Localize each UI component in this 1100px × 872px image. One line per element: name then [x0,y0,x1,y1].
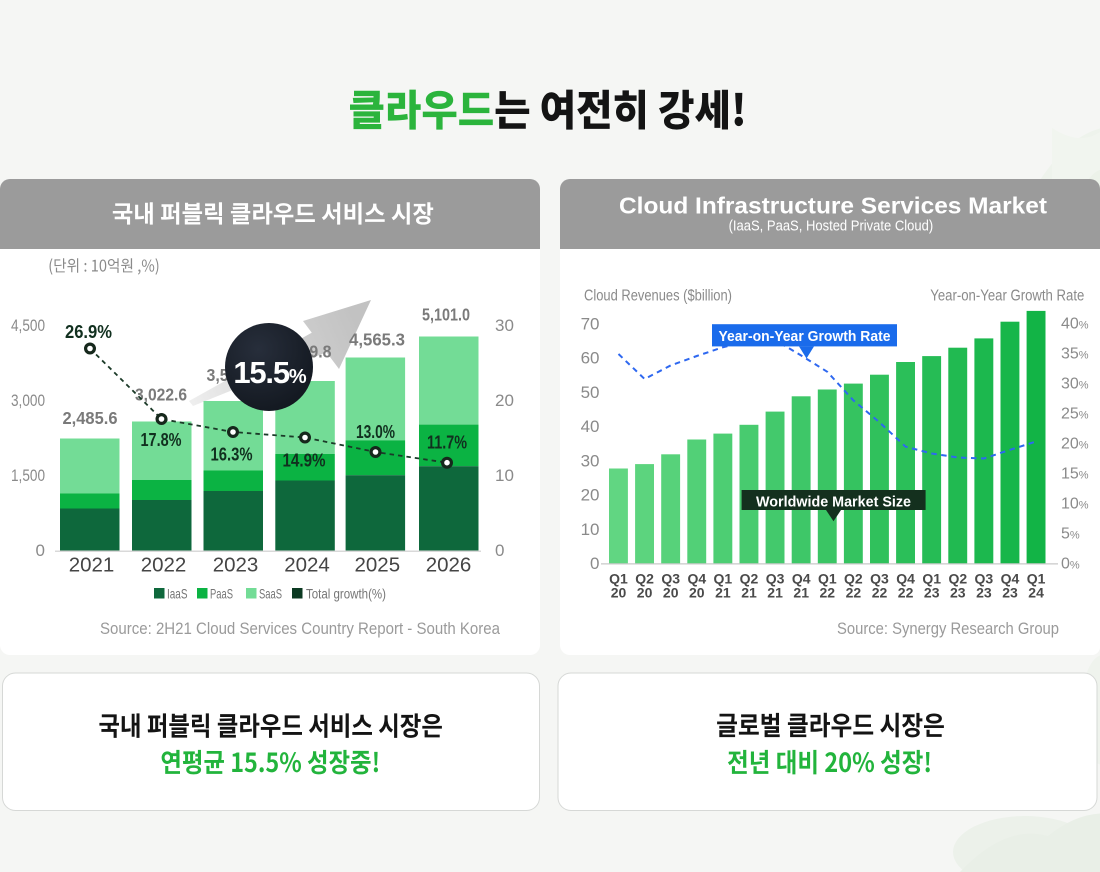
svg-text:50: 50 [581,383,600,402]
svg-text:Cloud Revenues ($billion): Cloud Revenues ($billion) [584,288,732,305]
svg-text:2026: 2026 [426,554,472,577]
svg-text:21: 21 [741,585,757,601]
svg-text:Q4: Q4 [896,570,915,586]
svg-text:Q3: Q3 [661,570,680,586]
svg-text:11.7%: 11.7% [427,433,467,453]
svg-text:0: 0 [36,541,45,560]
svg-text:20: 20 [495,391,514,410]
svg-text:26.9%: 26.9% [65,322,112,342]
svg-text:Q3: Q3 [766,570,785,586]
svg-text:Q1: Q1 [609,570,628,586]
svg-text:20: 20 [611,585,627,601]
svg-text:35%: 35% [1061,346,1089,363]
svg-text:24: 24 [1028,585,1044,601]
svg-text:2022: 2022 [141,554,187,577]
svg-text:20: 20 [663,585,679,601]
svg-text:23: 23 [950,585,966,601]
svg-text:22: 22 [820,585,836,601]
svg-text:Q2: Q2 [948,570,967,586]
svg-text:20: 20 [581,486,600,505]
svg-text:10: 10 [581,520,600,539]
svg-text:22: 22 [846,585,862,601]
svg-text:Q4: Q4 [687,570,706,586]
svg-text:Q4: Q4 [1001,570,1020,586]
svg-text:Q3: Q3 [975,570,994,586]
svg-text:Q1: Q1 [818,570,837,586]
svg-text:21: 21 [793,585,809,601]
svg-text:10%: 10% [1061,496,1089,513]
svg-text:70: 70 [581,315,600,334]
svg-text:Year-on-Year Growth Rate: Year-on-Year Growth Rate [719,328,891,345]
svg-text:SaaS: SaaS [259,586,282,602]
svg-text:40%: 40% [1061,316,1089,333]
svg-text:Q2: Q2 [844,570,863,586]
svg-text:Year-on-Year Growth Rate: Year-on-Year Growth Rate [930,288,1084,305]
svg-text:Q3: Q3 [870,570,889,586]
svg-text:4,565.3: 4,565.3 [349,330,405,350]
svg-text:13.0%: 13.0% [356,422,395,442]
svg-text:20: 20 [637,585,653,601]
svg-text:IaaS: IaaS [167,586,188,602]
svg-text:17.8%: 17.8% [141,430,182,450]
svg-text:Q1: Q1 [1027,570,1046,586]
svg-text:30: 30 [495,316,514,335]
svg-text:20: 20 [689,585,705,601]
svg-text:Q4: Q4 [792,570,811,586]
svg-text:PaaS: PaaS [210,586,233,602]
svg-text:5%: 5% [1061,526,1080,543]
svg-text:4,500: 4,500 [11,316,45,335]
svg-text:Q1: Q1 [922,570,941,586]
svg-text:60: 60 [581,349,600,368]
svg-text:23: 23 [1002,585,1018,601]
svg-text:30%: 30% [1061,376,1089,393]
svg-text:Q2: Q2 [740,570,759,586]
svg-text:21: 21 [767,585,783,601]
svg-text:2,485.6: 2,485.6 [63,408,118,428]
svg-text:3,022.6: 3,022.6 [135,385,187,405]
svg-text:Q2: Q2 [635,570,654,586]
svg-text:Q1: Q1 [714,570,733,586]
svg-text:Cloud Infrastructure Services: Cloud Infrastructure Services Market [619,193,1047,219]
svg-text:23: 23 [976,585,992,601]
svg-text:16.3%: 16.3% [211,445,253,465]
svg-text:Total growth(%): Total growth(%) [306,586,386,602]
svg-text:2025: 2025 [354,554,400,577]
svg-text:20%: 20% [1061,436,1089,453]
svg-text:0%: 0% [1061,556,1080,573]
svg-text:22: 22 [872,585,888,601]
svg-text:Worldwide Market Size: Worldwide Market Size [756,493,911,510]
svg-text:2021: 2021 [69,554,115,577]
svg-text:Source: 2H21 Cloud Services Co: Source: 2H21 Cloud Services Country Repo… [100,619,500,638]
svg-text:2024: 2024 [284,554,330,577]
svg-text:14.9%: 14.9% [283,451,326,471]
svg-text:40: 40 [581,417,600,436]
svg-text:0: 0 [590,554,599,573]
svg-text:30: 30 [581,451,600,470]
svg-text:0: 0 [495,541,504,560]
svg-text:21: 21 [715,585,731,601]
svg-text:23: 23 [924,585,940,601]
svg-text:2023: 2023 [213,554,259,577]
svg-text:25%: 25% [1061,406,1089,423]
svg-text:1,500: 1,500 [11,466,45,485]
svg-text:5,101.0: 5,101.0 [422,305,470,325]
svg-text:15%: 15% [1061,466,1089,483]
svg-text:3,000: 3,000 [11,391,45,410]
svg-text:10: 10 [495,466,514,485]
svg-text:(IaaS, PaaS, Hosted Private Cl: (IaaS, PaaS, Hosted Private Cloud) [729,219,934,235]
svg-text:22: 22 [898,585,914,601]
svg-text:Source: Synergy Research Group: Source: Synergy Research Group [837,619,1059,638]
